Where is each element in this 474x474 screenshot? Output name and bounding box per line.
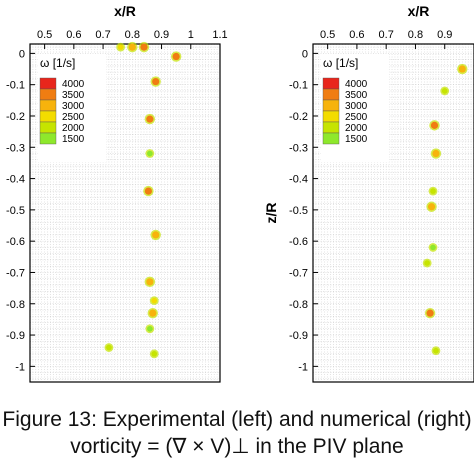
y-tick-label: -0.5 (6, 205, 25, 217)
legend-label: 2500 (345, 112, 368, 123)
chart-panel-2: 0.5 0.6 0.7 0.8 0.9 0 -0.1 -0.2 -0.3 -0.4 -0.5 -0.6… (263, 3, 474, 383)
data-point (147, 325, 153, 332)
legend-swatch (322, 110, 340, 123)
legend-label: 3000 (345, 101, 368, 112)
y-tick-label: 0 (19, 48, 25, 60)
data-point (144, 187, 152, 195)
x-tick-label: 0.6 (349, 29, 364, 41)
data-point (430, 188, 436, 194)
y-tick-label: -0.6 (289, 236, 308, 248)
y-tick-label: -0.4 (6, 174, 25, 186)
legend-swatch (39, 88, 57, 101)
data-point (149, 309, 157, 317)
y-tick-label: -1 (15, 361, 25, 373)
y-tick-label: -0.8 (6, 299, 25, 311)
legend-label: 3500 (62, 90, 85, 101)
legend-swatch (322, 77, 340, 90)
data-point (432, 149, 440, 158)
legend-title: ω [1/s] (323, 56, 358, 70)
legend-label: 3000 (62, 101, 85, 112)
legend-label: 3500 (345, 90, 368, 101)
x-tick-label: 0.7 (95, 29, 110, 41)
data-point (152, 77, 160, 86)
data-point (430, 121, 439, 129)
data-point (117, 44, 124, 50)
y-tick-label: -0.4 (289, 174, 308, 186)
data-point (426, 309, 434, 317)
x-axis-title: x/R (114, 3, 136, 19)
x-tick-label: 0.8 (408, 29, 423, 41)
x-tick-label: 0.7 (379, 29, 394, 41)
y-tick-label: -0.7 (289, 267, 308, 279)
legend-label: 2000 (345, 123, 368, 134)
data-point (172, 52, 180, 61)
y-axis-title: z/R (263, 203, 279, 224)
plot-frame (312, 43, 474, 383)
x-tick-label: 1 (188, 29, 194, 41)
legend-label: 1500 (62, 134, 85, 145)
y-tick-label: -0.1 (289, 80, 308, 92)
data-point (147, 150, 153, 157)
grid (29, 44, 220, 382)
legend-swatch (39, 121, 57, 134)
x-tick-label: 0.9 (154, 29, 169, 41)
plot-frame (29, 43, 221, 383)
y-tick-label: -1 (298, 361, 308, 373)
x-tick-label: 0.6 (66, 29, 81, 41)
legend-swatch (39, 77, 57, 90)
y-tick-label: -0.3 (289, 142, 308, 154)
data-point (430, 244, 436, 251)
y-tick-label: -0.3 (6, 142, 25, 154)
y-tick-label: -0.6 (6, 236, 25, 248)
legend-title: ω [1/s] (40, 56, 75, 70)
legend-swatch (322, 99, 340, 112)
x-tick-label: 0.9 (437, 29, 452, 41)
data-point (433, 347, 439, 354)
data-point (128, 43, 136, 51)
x-axis-title: x/R (408, 3, 430, 19)
legend-label: 1500 (345, 134, 368, 145)
y-tick-label: -0.1 (6, 80, 25, 92)
data-point (151, 297, 158, 304)
data-point (152, 231, 160, 239)
data-point (106, 344, 112, 351)
legend-label: 4000 (62, 79, 85, 90)
legend-swatch (39, 110, 57, 123)
x-tick-label: 0.8 (125, 29, 140, 41)
data-point (458, 65, 466, 73)
data-point (424, 260, 430, 266)
data-point (427, 203, 436, 211)
chart-panel-1: 0.5 0.6 0.7 0.8 0.9 1 1.1 0 -0.1 -0.2 -0.3 -0.4 -0.5… (6, 3, 228, 383)
caption-line-1: Figure 13: Experimental (left) and numer… (2, 408, 472, 431)
data-point (140, 43, 148, 51)
legend-swatch (39, 132, 57, 145)
data-point (146, 115, 154, 123)
x-tick-label: 0.5 (37, 29, 52, 41)
legend-label: 2500 (62, 112, 85, 123)
caption-line-2: vorticity = (∇ × V)⊥ in the PIV plane (70, 435, 404, 458)
x-tick-label: 0.5 (320, 29, 335, 41)
legend-label: 2000 (62, 123, 85, 134)
grid (312, 44, 474, 382)
legend-swatch (322, 88, 340, 101)
y-tick-label: -0.9 (6, 330, 25, 342)
y-tick-label: -0.9 (289, 330, 308, 342)
y-tick-label: -0.2 (289, 111, 308, 123)
data-point (151, 351, 158, 357)
y-tick-label: -0.7 (6, 267, 25, 279)
y-tick-label: -0.5 (289, 205, 308, 217)
y-tick-label: -0.2 (6, 111, 25, 123)
y-tick-label: 0 (302, 48, 308, 60)
legend-swatch (322, 121, 340, 134)
y-tick-label: -0.8 (289, 299, 308, 311)
legend-swatch (322, 132, 340, 145)
x-tick-label: 1.1 (212, 29, 227, 41)
legend-label: 4000 (345, 79, 368, 90)
data-point (441, 88, 448, 94)
data-point (146, 278, 154, 286)
legend-swatch (39, 99, 57, 112)
